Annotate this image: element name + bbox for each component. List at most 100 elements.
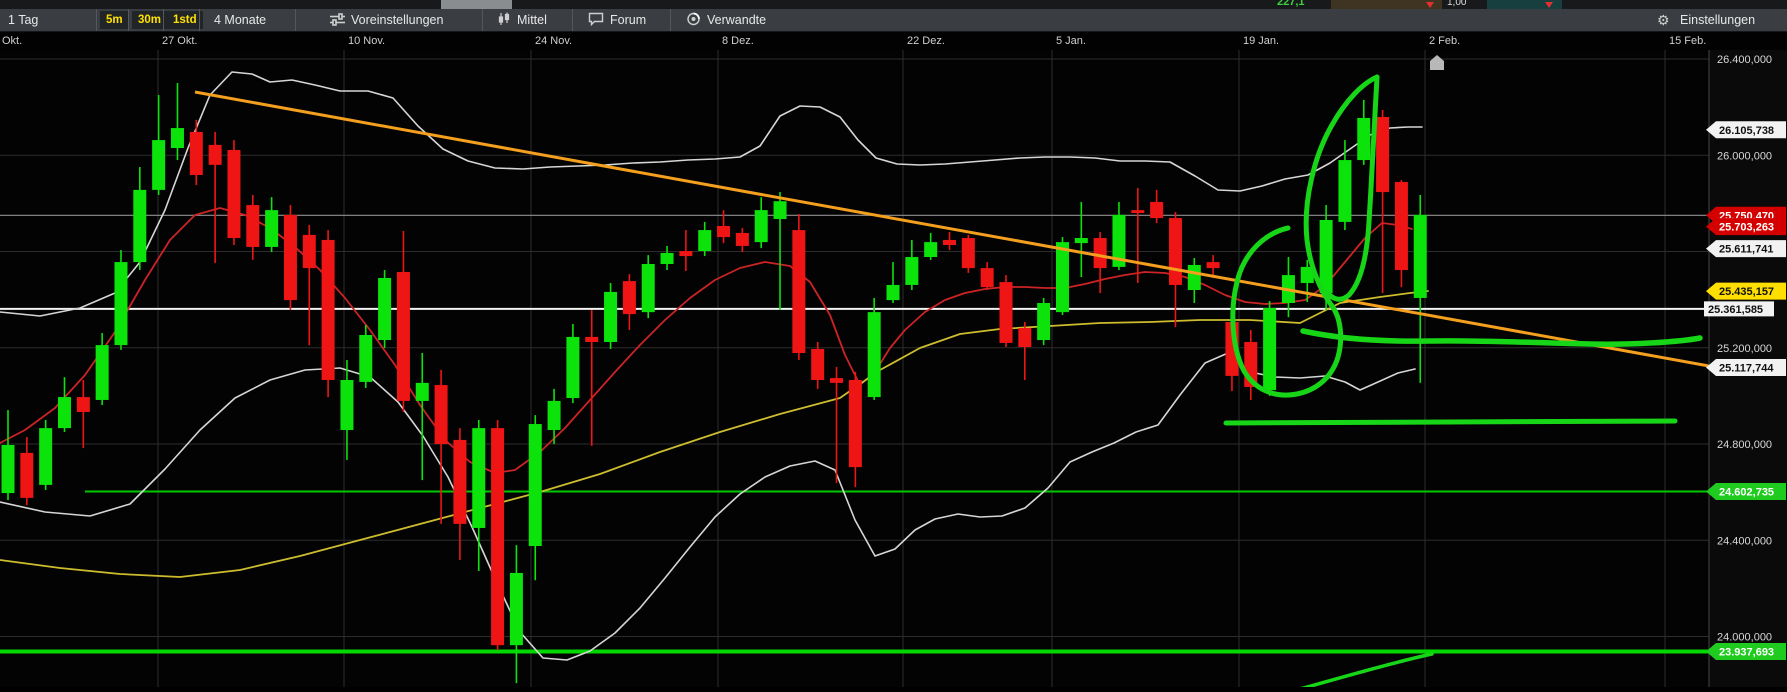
candle bbox=[848, 371, 862, 488]
range-4-monate-button[interactable]: 4 Monate bbox=[214, 13, 267, 27]
candle bbox=[566, 323, 580, 404]
orange-trendline[interactable] bbox=[194, 90, 1710, 368]
y-axis-label: 26.400,000 bbox=[1717, 54, 1772, 66]
candle bbox=[227, 140, 241, 246]
candle bbox=[528, 415, 542, 581]
candle bbox=[1338, 140, 1352, 231]
price-tag[interactable] bbox=[1706, 642, 1786, 660]
candle bbox=[905, 239, 919, 290]
candle bbox=[660, 245, 674, 271]
sliders-icon bbox=[330, 11, 345, 33]
candle bbox=[1131, 187, 1145, 284]
candle bbox=[453, 428, 467, 560]
candle bbox=[1300, 259, 1314, 303]
price-tag-label: 25.703,263 bbox=[1719, 222, 1774, 234]
scroll-top-marker[interactable] bbox=[1430, 55, 1444, 70]
x-axis-label: 15 Feb. bbox=[1669, 35, 1707, 47]
toolbar-separator bbox=[482, 9, 483, 31]
toolbar-separator bbox=[670, 9, 671, 31]
candle bbox=[57, 377, 71, 432]
x-axis-label: 19 Jan. bbox=[1243, 35, 1280, 47]
candle bbox=[509, 545, 523, 684]
candle bbox=[39, 419, 53, 490]
candle bbox=[1413, 194, 1427, 383]
top-brown-cell[interactable] bbox=[1331, 0, 1442, 9]
drawing-loop[interactable] bbox=[1230, 225, 1344, 398]
drawing-arrow-left[interactable] bbox=[1303, 74, 1380, 309]
candle bbox=[246, 194, 260, 260]
price-tag[interactable] bbox=[1706, 359, 1786, 377]
eye-icon bbox=[686, 11, 701, 33]
candle bbox=[1263, 301, 1277, 396]
settings-button[interactable]: Einstellungen bbox=[1680, 13, 1756, 27]
candle bbox=[622, 274, 636, 330]
x-axis-label: 8 Dez. bbox=[722, 35, 754, 47]
timeframe-30m-button[interactable]: 30m bbox=[132, 11, 168, 29]
candle bbox=[754, 197, 768, 249]
candle bbox=[114, 250, 128, 350]
bollinger-upper-band bbox=[0, 71, 1423, 317]
candlestick-icon bbox=[497, 11, 511, 33]
drawing-horizontal-line[interactable] bbox=[1223, 418, 1678, 426]
plot-background bbox=[0, 50, 1787, 687]
toolbar-separator bbox=[295, 9, 296, 31]
candle bbox=[886, 262, 900, 303]
price-tag[interactable] bbox=[1706, 482, 1786, 500]
candle bbox=[321, 230, 335, 398]
top-teal-cell[interactable] bbox=[1487, 0, 1562, 9]
candle bbox=[1093, 232, 1107, 294]
chart-canvas[interactable]: 26.400,000 26.000,000 25.200,000 24.800,000… bbox=[0, 50, 1787, 691]
toolbar-separator bbox=[96, 9, 97, 31]
forum-button[interactable]: Forum bbox=[588, 9, 646, 31]
candle bbox=[76, 379, 90, 449]
gear-icon[interactable]: ⚙ bbox=[1657, 12, 1670, 28]
price-tag-label: 23.937,693 bbox=[1719, 646, 1774, 658]
x-axis-label: 22 Dez. bbox=[907, 35, 945, 47]
top-dropdown-fragment[interactable] bbox=[441, 0, 512, 9]
candle bbox=[1206, 255, 1220, 278]
candle bbox=[1357, 99, 1371, 165]
mittel-button[interactable]: Mittel bbox=[497, 9, 547, 31]
related-button[interactable]: Verwandte bbox=[686, 9, 766, 31]
current-price-label: 25.361,585 bbox=[1708, 304, 1763, 316]
price-tag[interactable] bbox=[1706, 121, 1786, 139]
candle bbox=[396, 231, 410, 412]
candle bbox=[735, 227, 749, 252]
price-tag[interactable] bbox=[1706, 218, 1786, 236]
drawing-rising-line[interactable] bbox=[1298, 652, 1434, 691]
candle bbox=[434, 369, 448, 524]
candle bbox=[717, 210, 731, 244]
current-price-box[interactable] bbox=[1704, 301, 1774, 317]
candle bbox=[302, 225, 316, 346]
candle bbox=[20, 437, 34, 506]
bollinger-lower-band bbox=[0, 352, 1416, 661]
candle bbox=[773, 192, 787, 310]
candle bbox=[792, 213, 806, 361]
candle bbox=[133, 167, 147, 271]
price-tag[interactable] bbox=[1706, 282, 1786, 300]
presets-button[interactable]: Voreinstellungen bbox=[330, 9, 443, 31]
candle bbox=[359, 324, 373, 388]
drawing-wavy-line[interactable] bbox=[1300, 328, 1703, 347]
candle bbox=[1018, 322, 1032, 380]
price-tag-label: 25.611,741 bbox=[1719, 244, 1773, 256]
price-tag[interactable] bbox=[1706, 240, 1786, 258]
timeframe-1std-button[interactable]: 1std bbox=[167, 11, 203, 29]
timeframe-5m-button[interactable]: 5m bbox=[100, 11, 129, 29]
x-axis-label: 10 Nov. bbox=[348, 35, 386, 47]
timeframe-current-button[interactable]: 1 Tag bbox=[8, 13, 39, 27]
chart-toolbar: 1 Tag 5m 30m 1std 4 Monate Voreinstellun… bbox=[0, 9, 1787, 32]
candle bbox=[472, 419, 486, 572]
candle bbox=[415, 353, 429, 481]
y-axis-label: 24.000,000 bbox=[1717, 632, 1772, 644]
toolbar-separator bbox=[572, 9, 573, 31]
drawing-arrow-right[interactable] bbox=[1324, 74, 1380, 302]
x-axis-label: Okt. bbox=[2, 35, 23, 47]
y-axis-label: 24.800,000 bbox=[1717, 439, 1772, 451]
candle bbox=[265, 197, 279, 252]
candle bbox=[641, 255, 655, 319]
forum-label: Forum bbox=[610, 13, 647, 27]
y-axis-label: 25.200,000 bbox=[1717, 343, 1772, 355]
x-axis-label: 2 Feb. bbox=[1429, 35, 1461, 47]
top-mid-value: 1,00 bbox=[1447, 0, 1467, 8]
